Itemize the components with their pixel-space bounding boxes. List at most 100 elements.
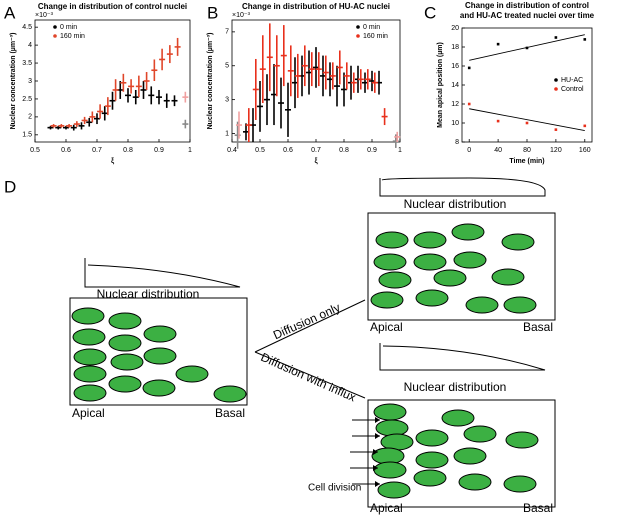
nucleus [375, 231, 409, 249]
legend-swatch [554, 87, 558, 91]
y-tick-label: 1 [225, 130, 229, 137]
point [583, 124, 587, 128]
y-axis-label: Nuclear concentration (µm⁻³) [10, 33, 17, 130]
x-tick-label: 0.7 [311, 147, 321, 154]
nucleus [415, 429, 449, 447]
chart-title: and HU-AC treated nuclei over time [460, 11, 595, 20]
y-tick-label: 4 [28, 42, 32, 49]
nucleus [453, 251, 487, 269]
basal-label: Basal [523, 320, 553, 334]
chart-title: Change in distribution of control nuclei [38, 2, 187, 11]
arrow-head [375, 433, 380, 439]
x-axis-label: ξ [111, 158, 115, 165]
distribution-curve [379, 343, 546, 371]
y-tick-label: 2.5 [22, 96, 32, 103]
legend-label: 0 min [60, 24, 77, 31]
x-tick-label: 0.8 [123, 147, 133, 154]
legend-label: 160 min [363, 33, 388, 40]
y-tick-label: 2 [28, 114, 32, 121]
nucleus [370, 291, 404, 309]
arrow-head [375, 481, 380, 487]
nucleus [378, 271, 412, 289]
legend-swatch [356, 25, 360, 29]
nucleus [413, 253, 447, 271]
x-axis-label: Time (min) [509, 158, 544, 165]
y-tick-label: 12 [451, 101, 459, 108]
x-tick-label: 0.6 [61, 147, 71, 154]
nucleus [415, 451, 449, 469]
x-tick-label: 0.6 [283, 147, 293, 154]
x-tick-label: 0.8 [339, 147, 349, 154]
nucleus [73, 365, 107, 383]
nucleus [142, 379, 176, 397]
chart-title: Change in distribution of HU-AC nuclei [242, 2, 390, 11]
nucleus [377, 481, 411, 499]
distribution-curve [84, 258, 241, 288]
arrow-head [373, 465, 378, 471]
nucleus [73, 348, 107, 366]
panel-label: D [4, 177, 16, 196]
y-tick-label: 8 [455, 139, 459, 146]
x-tick-label: 1 [398, 147, 402, 154]
nucleus [373, 403, 407, 421]
nucleus [373, 461, 407, 479]
y-tick-label: 16 [451, 63, 459, 70]
diagram-heading: Nuclear distribution [404, 380, 507, 394]
x-tick-label: 0.5 [255, 147, 265, 154]
branch-label: Diffusion with influx [259, 350, 358, 404]
nucleus [71, 307, 105, 325]
y-tick-label: 20 [451, 25, 459, 32]
panel-label: C [424, 3, 436, 22]
y-multiplier: ×10⁻³ [232, 12, 251, 19]
diagram-heading: Nuclear distribution [404, 197, 507, 211]
y-tick-label: 3 [28, 78, 32, 85]
arrow-head [373, 449, 378, 455]
x-tick-label: 80 [523, 147, 531, 154]
nucleus [143, 347, 177, 365]
tissue-box [367, 399, 556, 508]
point [525, 46, 529, 50]
nucleus [108, 334, 142, 352]
nucleus [373, 253, 407, 271]
x-tick-label: 0.7 [92, 147, 102, 154]
nucleus [441, 409, 475, 427]
legend-swatch [53, 25, 57, 29]
point [467, 66, 471, 70]
y-tick-label: 1.5 [22, 132, 32, 139]
nucleus [415, 289, 449, 307]
legend-label: 0 min [363, 24, 380, 31]
point [583, 38, 587, 41]
diagram [69, 177, 556, 508]
legend-label: Control [561, 86, 584, 93]
legend-swatch [53, 34, 57, 38]
x-tick-label: 0 [467, 147, 471, 154]
point [525, 121, 529, 125]
nucleus [413, 231, 447, 249]
nucleus [458, 473, 492, 491]
panel-label: B [207, 3, 218, 22]
point [496, 42, 500, 46]
axes-box [34, 19, 191, 143]
x-tick-label: 0.9 [154, 147, 164, 154]
y-tick-label: 7 [225, 29, 229, 36]
nucleus [213, 385, 247, 403]
point [467, 102, 471, 106]
y-tick-label: 10 [451, 120, 459, 127]
nucleus [433, 269, 467, 287]
distribution-curve [379, 177, 546, 197]
legend-label: 160 min [60, 33, 85, 40]
y-tick-label: 3.5 [22, 60, 32, 67]
point [554, 36, 558, 39]
x-axis-label: ξ [314, 158, 318, 165]
legend-swatch [356, 34, 360, 38]
nucleus [503, 475, 537, 493]
tissue-box [367, 212, 556, 321]
nucleus [73, 384, 107, 402]
y-tick-label: 5 [225, 63, 229, 70]
nucleus [175, 365, 209, 383]
x-tick-label: 120 [550, 147, 562, 154]
tissue-box [69, 297, 248, 406]
y-tick-label: 3 [225, 96, 229, 103]
apical-label: Apical [370, 320, 403, 334]
